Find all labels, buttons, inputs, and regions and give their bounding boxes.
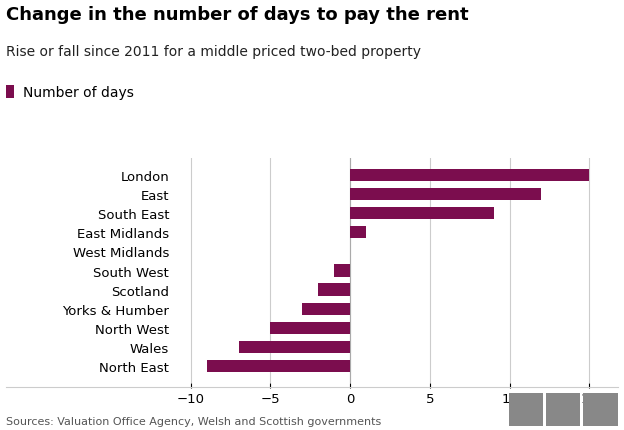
Text: Rise or fall since 2011 for a middle priced two-bed property: Rise or fall since 2011 for a middle pri… — [6, 45, 421, 59]
Bar — [350, 188, 542, 201]
Bar — [334, 265, 350, 277]
Text: C: C — [596, 403, 605, 416]
Bar — [302, 303, 350, 315]
Bar — [318, 284, 350, 296]
Bar — [238, 341, 350, 353]
Text: Change in the number of days to pay the rent: Change in the number of days to pay the … — [6, 6, 469, 25]
Text: Sources: Valuation Office Agency, Welsh and Scottish governments: Sources: Valuation Office Agency, Welsh … — [6, 416, 381, 426]
Bar — [350, 227, 366, 239]
Text: B: B — [521, 403, 530, 416]
Bar — [207, 360, 350, 372]
Text: Number of days: Number of days — [23, 86, 134, 99]
Bar — [270, 322, 350, 335]
Bar — [350, 207, 494, 220]
Bar — [350, 169, 589, 181]
Text: B: B — [558, 403, 568, 416]
